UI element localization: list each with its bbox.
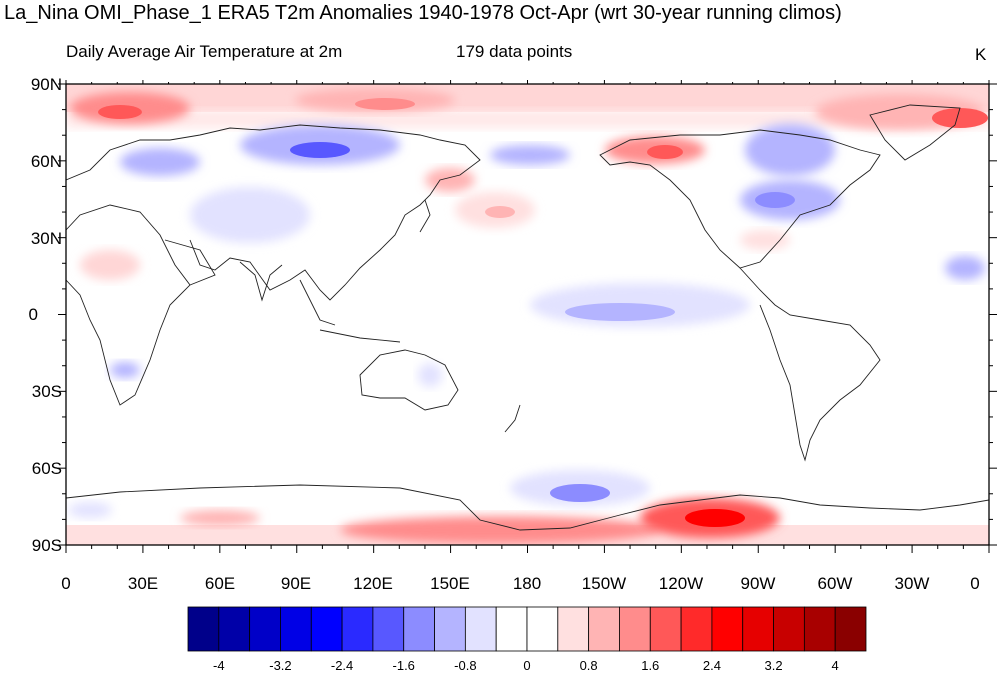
colorbar-label: 0.8 — [579, 658, 598, 673]
colorbar-box — [588, 606, 620, 652]
colorbar-box — [619, 606, 651, 652]
anomaly-field — [66, 84, 989, 545]
colorbar-box — [187, 606, 220, 652]
colorbar-box — [464, 606, 497, 652]
colorbar-label: 4 — [831, 658, 839, 673]
colorbar-box — [773, 606, 805, 652]
colorbar-label: 1.6 — [641, 658, 660, 673]
lat-label-60n: 60N — [30, 152, 62, 171]
lat-label-90s: 90S — [31, 536, 62, 555]
variable-subtitle: Daily Average Air Temperature at 2m — [66, 42, 343, 61]
lon-label-120w: 120W — [658, 574, 704, 593]
axis-ticks — [58, 80, 997, 553]
colorbar-box — [310, 606, 343, 652]
lon-label-30e: 30E — [127, 574, 159, 593]
colorbar-box — [742, 606, 774, 652]
map-title: La_Nina OMI_Phase_1 ERA5 T2m Anomalies 1… — [4, 2, 842, 24]
colorbar-box — [434, 606, 466, 652]
lon-label-90e: 90E — [280, 574, 312, 593]
colorbar-box — [803, 606, 836, 652]
colorbar-box — [249, 606, 281, 652]
lon-label-120e: 120E — [353, 574, 393, 593]
lon-label-60e: 60E — [204, 574, 236, 593]
lon-label-150w: 150W — [581, 574, 627, 593]
units-label: K — [975, 45, 987, 64]
lon-label-0: 0 — [61, 574, 71, 593]
colorbar-box — [526, 606, 559, 652]
coastlines — [66, 104, 989, 531]
lon-label-150e: 150E — [430, 574, 470, 593]
lon-label-90w: 90W — [740, 574, 776, 593]
colorbar-box — [834, 606, 867, 652]
colorbar-box — [680, 606, 713, 652]
colorbar-box — [495, 606, 528, 652]
lon-label-180: 180 — [512, 574, 542, 593]
colorbar-label: -1.6 — [392, 658, 415, 673]
colorbar-label: -4 — [213, 658, 225, 673]
colorbar-box — [557, 606, 590, 652]
data-points-subtitle: 179 data points — [456, 42, 573, 61]
lat-label-30n: 30N — [30, 229, 62, 248]
lat-label-60s: 60S — [31, 459, 62, 478]
lon-label-0-east: 0 — [970, 574, 980, 593]
colorbar-label: 0 — [523, 658, 531, 673]
colorbar-box — [372, 606, 405, 652]
colorbar-box — [403, 606, 435, 652]
colorbar-label: -2.4 — [330, 658, 354, 673]
colorbar-label: -0.8 — [454, 658, 477, 673]
colorbar-box — [218, 606, 251, 652]
colorbar-box — [280, 606, 312, 652]
lat-label-30s: 30S — [31, 382, 62, 401]
colorbar-label: 2.4 — [702, 658, 721, 673]
lon-label-30w: 30W — [894, 574, 930, 593]
lat-label-90n: 90N — [30, 75, 62, 94]
colorbar-box — [341, 606, 374, 652]
colorbar-box — [649, 606, 682, 652]
colorbar-label: 3.2 — [764, 658, 783, 673]
colorbar-box — [711, 606, 744, 652]
colorbar-label: -3.2 — [269, 658, 292, 673]
lon-label-60w: 60W — [817, 574, 853, 593]
lat-label-eq: 0 — [28, 305, 38, 324]
